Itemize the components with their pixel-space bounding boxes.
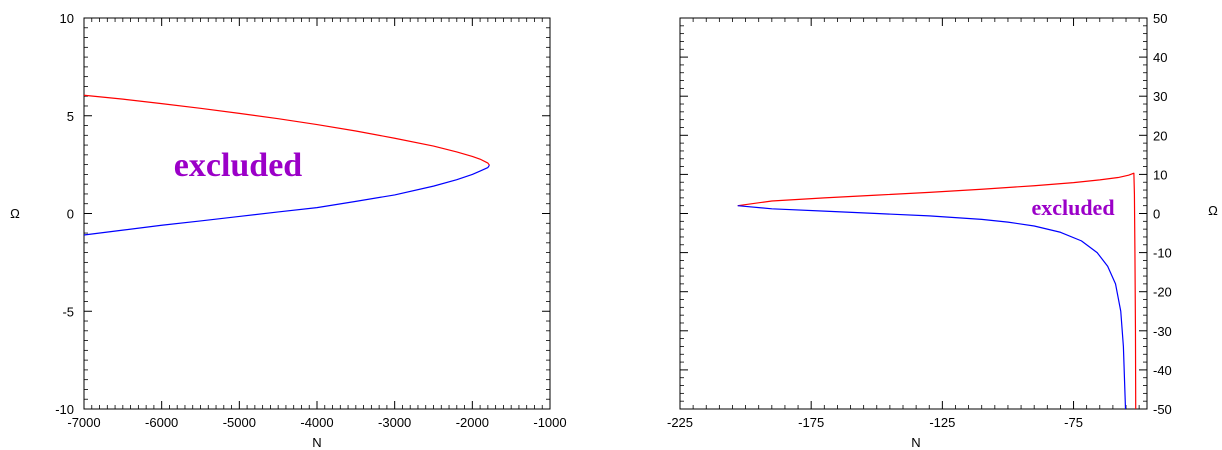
x-tick-label: -3000 bbox=[378, 415, 411, 430]
x-tick-label: -75 bbox=[1064, 415, 1083, 430]
chart-left: -7000 -6000 -5000 -4000 -3000 -2000 -1000 -10 -5… bbox=[10, 11, 566, 450]
plot-frame-left bbox=[83, 17, 551, 410]
y-tick-label: 0 bbox=[67, 207, 74, 222]
y-tick-label: 50 bbox=[1153, 11, 1167, 26]
y-tick-label: -30 bbox=[1153, 324, 1172, 339]
y-tick-label: 5 bbox=[67, 109, 74, 124]
y-tick-label: -20 bbox=[1153, 285, 1172, 300]
x-tick-label: -4000 bbox=[300, 415, 333, 430]
x-axis-label-right: N bbox=[911, 435, 920, 450]
y-tick-label: 10 bbox=[60, 11, 74, 26]
series-line-0 bbox=[83, 94, 490, 166]
y-tick-label: -10 bbox=[1153, 246, 1172, 261]
y-tick-label: -5 bbox=[62, 304, 74, 319]
series-line-0 bbox=[737, 172, 1137, 410]
x-tick-label: -225 bbox=[667, 415, 693, 430]
x-tick-label: -6000 bbox=[145, 415, 178, 430]
y-axis-label-left: Ω bbox=[10, 206, 20, 221]
excluded-annotation-left: excluded bbox=[174, 147, 303, 184]
y-tick-label: -10 bbox=[55, 402, 74, 417]
x-tick-label: -175 bbox=[798, 415, 824, 430]
y-tick-label: 10 bbox=[1153, 167, 1167, 182]
x-tick-label: -5000 bbox=[223, 415, 256, 430]
x-tick-label: -1000 bbox=[533, 415, 566, 430]
x-tick-label: -7000 bbox=[67, 415, 100, 430]
series-left bbox=[83, 94, 490, 236]
x-axis-label-left: N bbox=[312, 435, 321, 450]
y-axis-label-right: Ω bbox=[1208, 203, 1218, 218]
series-line-1 bbox=[737, 205, 1127, 410]
y-tick-label: 40 bbox=[1153, 50, 1167, 65]
y-tick-label: 20 bbox=[1153, 128, 1167, 143]
y-tick-label: 0 bbox=[1153, 207, 1160, 222]
ticks-right: -225 -175 -125 -75 -50 -40 -30 -20 -10 0 10 20 30 40 5… bbox=[667, 11, 1172, 430]
chart-right: -225 -175 -125 -75 -50 -40 -30 -20 -10 0 10 20 30 40 5… bbox=[667, 11, 1218, 450]
series-right bbox=[737, 172, 1137, 410]
series-line-1 bbox=[83, 164, 490, 236]
x-tick-label: -2000 bbox=[456, 415, 489, 430]
y-tick-label: 30 bbox=[1153, 89, 1167, 104]
ticks-left: -7000 -6000 -5000 -4000 -3000 -2000 -1000 -10 -5… bbox=[55, 11, 566, 430]
x-tick-label: -125 bbox=[929, 415, 955, 430]
y-tick-label: -50 bbox=[1153, 402, 1172, 417]
excluded-annotation-right: excluded bbox=[1031, 195, 1114, 220]
y-tick-label: -40 bbox=[1153, 363, 1172, 378]
